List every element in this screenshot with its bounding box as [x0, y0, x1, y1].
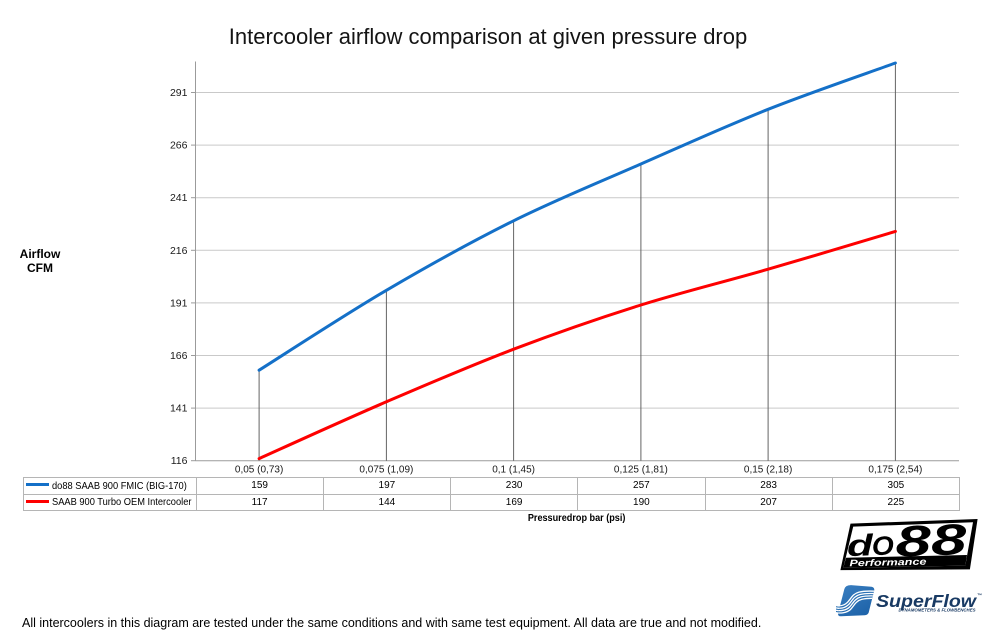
svg-text:Performance: Performance: [849, 557, 926, 569]
svg-text:116: 116: [171, 455, 188, 467]
svg-text:88: 88: [895, 516, 969, 567]
svg-text:0,175 (2,54): 0,175 (2,54): [868, 465, 922, 476]
svg-text:0,05 (0,73): 0,05 (0,73): [235, 465, 283, 476]
svg-text:™: ™: [977, 593, 982, 599]
svg-text:SuperFlow: SuperFlow: [876, 591, 977, 611]
svg-text:291: 291: [170, 87, 188, 99]
svg-text:dO: dO: [846, 528, 895, 563]
svg-text:141: 141: [170, 403, 188, 415]
svg-text:166: 166: [170, 350, 188, 362]
svg-text:0,075 (1,09): 0,075 (1,09): [359, 465, 413, 476]
svg-text:266: 266: [170, 140, 188, 152]
svg-text:241: 241: [170, 192, 188, 204]
svg-text:191: 191: [170, 297, 188, 309]
svg-text:0,15 (2,18): 0,15 (2,18): [744, 465, 792, 476]
svg-text:0,1 (1,45): 0,1 (1,45): [492, 465, 535, 476]
svg-text:DYNAMOMETERS & FLOWBENCHES: DYNAMOMETERS & FLOWBENCHES: [899, 607, 977, 612]
svg-text:216: 216: [170, 245, 188, 257]
svg-text:0,125 (1,81): 0,125 (1,81): [614, 465, 668, 476]
